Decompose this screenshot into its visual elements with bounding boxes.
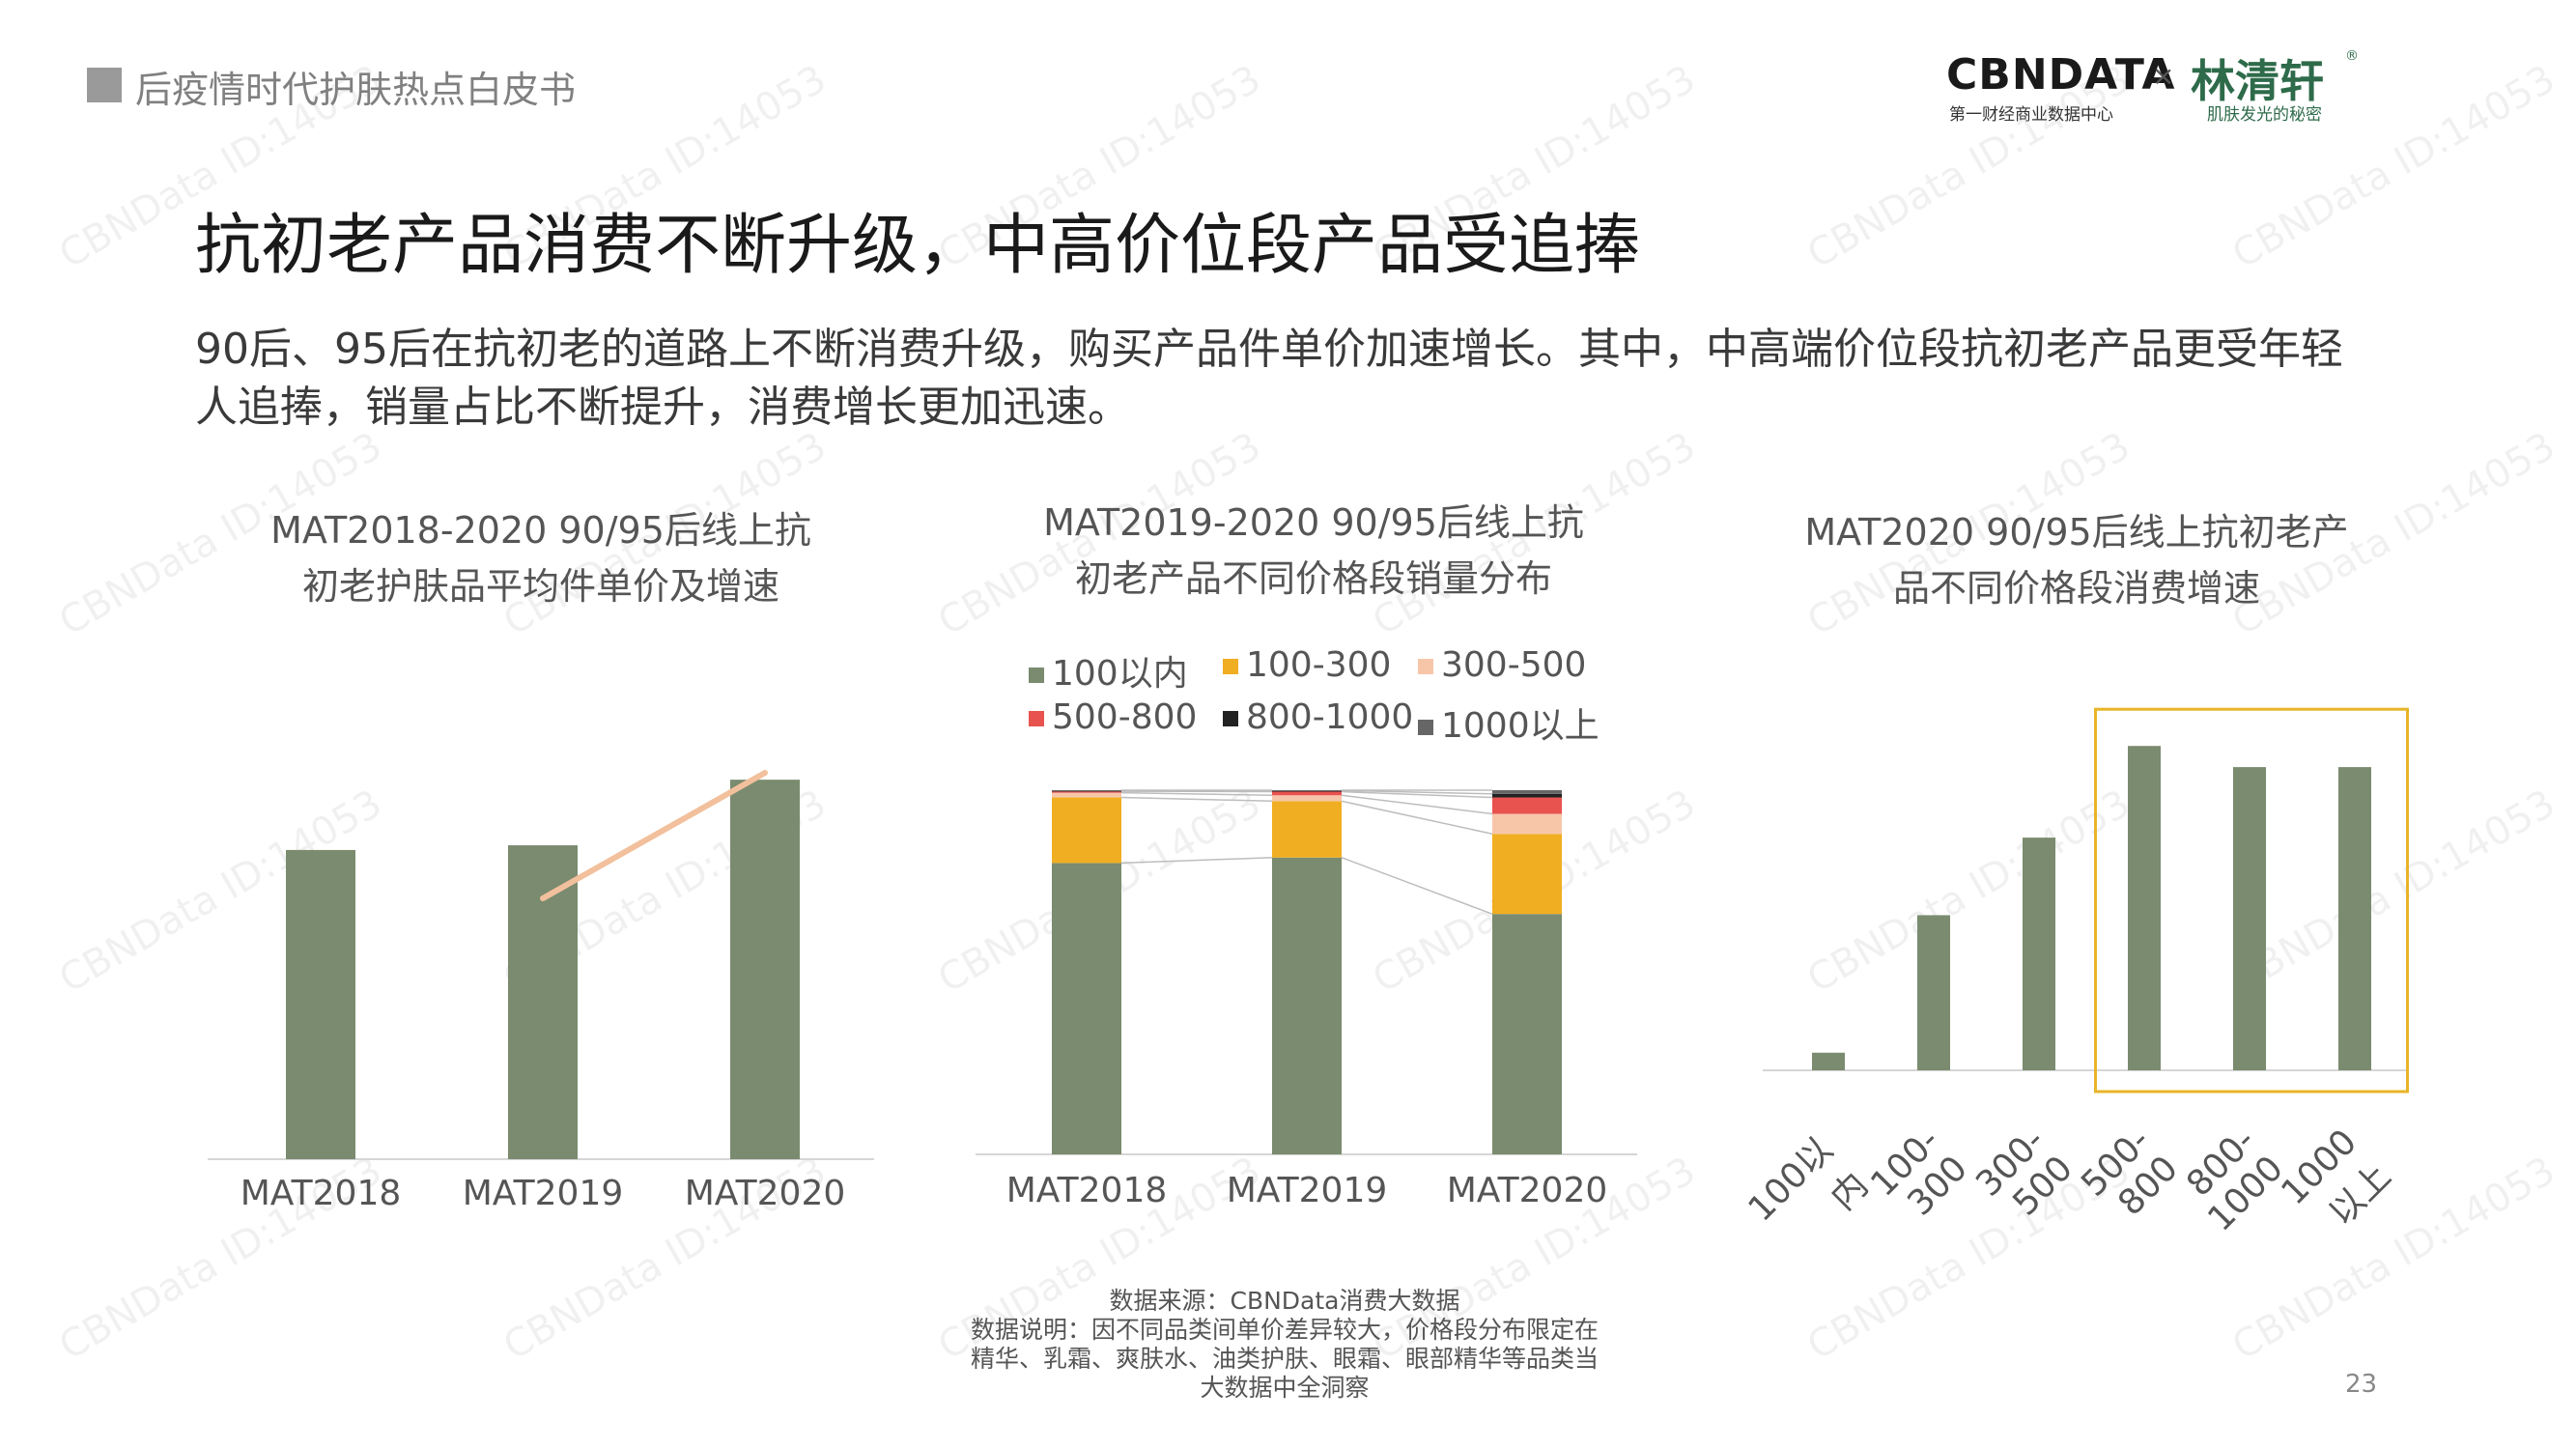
chart1-bar: [286, 849, 355, 1159]
chart1-title: MAT2018-2020 90/95后线上抗 初老护肤品平均件单价及增速: [193, 502, 889, 614]
chart3-bar: [2023, 838, 2055, 1070]
legend-label: 100以内: [1052, 654, 1188, 694]
chart3-title-line: MAT2020 90/95后线上抗初老产: [1804, 511, 2349, 554]
chart3-bar: [1917, 915, 1950, 1070]
chart2-bar-segment: [1272, 795, 1342, 802]
chart3-title-line: 品不同价格段消费增速: [1892, 567, 2260, 610]
legend-label: 100-300: [1246, 645, 1392, 685]
legend-swatch: [1418, 720, 1433, 735]
legend-item-300-500: 300-500: [1418, 645, 1586, 685]
legend-item-1000: 1000以上: [1418, 697, 1599, 748]
chart1-title-line: MAT2018-2020 90/95后线上抗: [270, 509, 811, 552]
logo-times: ×: [2152, 60, 2175, 92]
footnote-source: 数据来源：CBNData消费大数据: [1109, 1287, 1460, 1315]
chart2-connector: [1341, 800, 1493, 835]
chart2-x-tick: MAT2018: [1005, 1171, 1168, 1210]
chart2-bar-segment: [1272, 791, 1342, 796]
chart2-bar-segment: [1492, 914, 1562, 1154]
chart2-bar-segment: [1052, 792, 1121, 798]
cbndata-logo-subtitle: 第一财经商业数据中心: [1949, 105, 2113, 125]
footnote-brand: 大数据中全洞察: [1200, 1374, 1370, 1402]
chart2-bar-segment: [1492, 790, 1562, 794]
chart1-bar: [508, 845, 578, 1159]
legend-label: 1000以上: [1441, 706, 1599, 746]
chart2-title-line: MAT2019-2020 90/95后线上抗: [1043, 501, 1584, 544]
legend-swatch: [1223, 659, 1238, 674]
chart1-growth-line: [540, 770, 768, 901]
chart2-bar-segment: [1272, 857, 1342, 1154]
cbndata-logo: CBNDATA: [1946, 50, 2176, 99]
chart2-title: MAT2019-2020 90/95后线上抗 初老产品不同价格段销量分布: [966, 495, 1661, 607]
chart1-x-tick: MAT2020: [684, 1174, 846, 1213]
chart2-bar-segment: [1052, 797, 1121, 864]
chart2-connector: [1120, 796, 1273, 803]
linqingxuan-logo-subtitle: 肌肤发光的秘密: [2207, 105, 2322, 125]
chart1-bar: [730, 780, 800, 1159]
legend-label: 800-1000: [1246, 697, 1414, 737]
header-square-icon: [87, 68, 122, 102]
footnote-desc: 精华、乳霜、爽肤水、油类护肤、眼霜、眼部精华等品类当: [970, 1345, 1599, 1373]
legend-item-500-800: 500-800: [1029, 697, 1197, 737]
chart3-bar: [2338, 767, 2371, 1070]
page-subtitle: 90后、95后在抗初老的道路上不断消费升级，购买产品件单价加速增长。其中，中高端…: [195, 321, 2417, 437]
chart3-bar: [2128, 746, 2161, 1070]
chart2-bar-segment: [1492, 834, 1562, 915]
footnote-desc: 数据说明：因不同品类间单价差异较大，价格段分布限定在: [970, 1316, 1599, 1344]
legend-item-800-1000: 800-1000: [1223, 697, 1413, 737]
chart2-bar-segment: [1492, 797, 1562, 814]
chart3-highlight-box: [2094, 707, 2409, 1094]
page-title: 抗初老产品消费不断升级，中高价位段产品受追捧: [195, 208, 1641, 284]
chart1-title-line: 初老护肤品平均件单价及增速: [301, 565, 779, 608]
subtitle-line: 人追捧，销量占比不断提升，消费增长更加迅速。: [195, 383, 1130, 432]
page-number: 23: [2345, 1370, 2378, 1399]
chart2-connector: [1341, 789, 1493, 795]
chart1-x-tick: MAT2019: [462, 1174, 624, 1213]
chart2-x-tick: MAT2019: [1226, 1171, 1388, 1210]
chart2-connector: [1341, 794, 1493, 815]
chart1-x-tick: MAT2018: [240, 1174, 402, 1213]
chart3-bar: [2233, 767, 2266, 1070]
legend-swatch: [1223, 711, 1238, 726]
legend-item-100: 100以内: [1029, 645, 1188, 696]
chart2-connector: [1341, 790, 1493, 799]
chart2-bar-segment: [1052, 790, 1121, 791]
legend-swatch: [1418, 659, 1433, 674]
chart2-x-tick: MAT2020: [1446, 1171, 1608, 1210]
linqingxuan-logo: 林清轩: [2191, 55, 2324, 107]
registered-mark: ®: [2345, 48, 2359, 64]
chart2-connector: [1120, 791, 1273, 797]
chart2-connector: [1341, 857, 1493, 915]
chart2-bar-segment: [1272, 790, 1342, 791]
chart2-title-line: 初老产品不同价格段销量分布: [1074, 557, 1552, 600]
legend-label: 500-800: [1052, 697, 1198, 737]
chart3-bar: [1812, 1052, 1845, 1070]
chart2-bar-segment: [1052, 863, 1121, 1154]
legend-swatch: [1029, 668, 1044, 683]
chart2-bar-segment: [1492, 793, 1562, 798]
legend-label: 300-500: [1441, 645, 1587, 685]
legend-swatch: [1029, 711, 1044, 726]
chart2-bar-segment: [1492, 813, 1562, 835]
subtitle-line: 90后、95后在抗初老的道路上不断消费升级，购买产品件单价加速增长。其中，中高端…: [195, 325, 2343, 374]
legend-item-100-300: 100-300: [1223, 645, 1391, 685]
report-title: 后疫情时代护肤热点白皮书: [135, 69, 577, 111]
chart3-title: MAT2020 90/95后线上抗初老产 品不同价格段消费增速: [1729, 504, 2424, 616]
footnote: 数据来源：CBNData消费大数据 数据说明：因不同品类间单价差异较大，价格段分…: [947, 1287, 1623, 1403]
chart2-connector: [1120, 856, 1273, 865]
chart2-bar-segment: [1272, 801, 1342, 858]
chart2-bar-segment: [1052, 791, 1121, 793]
